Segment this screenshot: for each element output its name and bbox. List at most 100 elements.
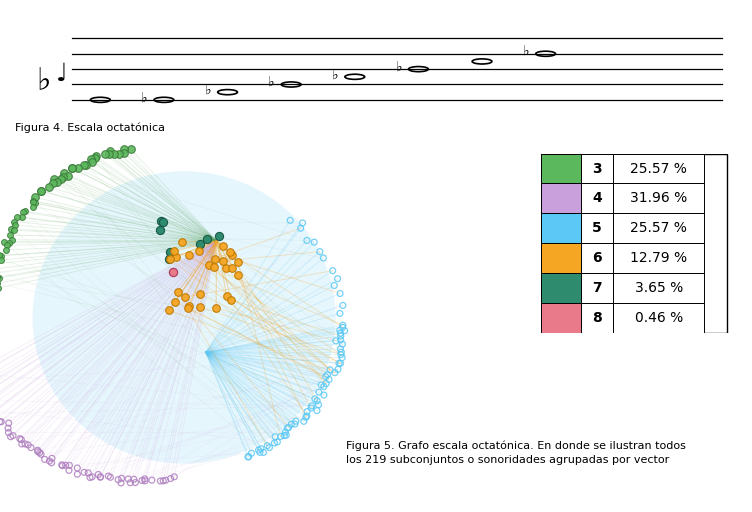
Point (63, 461, 75, 470)
Point (125, 145, 137, 154)
Point (334, 309, 346, 317)
Point (0, 260, 2, 268)
Point (43, 182, 55, 190)
Point (124, 479, 136, 487)
Point (0, 252, 7, 260)
Point (301, 412, 313, 420)
Point (7, 432, 19, 440)
Point (328, 282, 340, 290)
Point (283, 423, 295, 432)
Point (46, 454, 58, 462)
Point (321, 371, 333, 379)
Ellipse shape (90, 97, 111, 102)
Point (203, 261, 215, 269)
Point (102, 472, 114, 480)
Point (35, 186, 47, 195)
Point (116, 474, 128, 482)
Point (2, 241, 14, 249)
Point (14, 435, 26, 443)
Point (271, 438, 284, 446)
Point (301, 237, 313, 245)
Point (226, 250, 238, 259)
Ellipse shape (345, 74, 365, 79)
Point (176, 238, 188, 246)
Point (4, 231, 16, 239)
Bar (541, 273, 581, 303)
Point (165, 475, 177, 483)
Point (217, 242, 229, 250)
Text: ♩: ♩ (56, 63, 68, 86)
Point (337, 323, 349, 331)
Point (3, 419, 15, 427)
Point (34, 449, 46, 457)
Point (0, 279, 3, 287)
Point (57, 173, 69, 181)
Point (163, 254, 175, 263)
Point (8, 226, 20, 234)
Point (317, 382, 329, 391)
Point (22, 441, 34, 449)
Ellipse shape (472, 59, 492, 64)
Point (268, 439, 280, 447)
Ellipse shape (535, 51, 556, 56)
Point (314, 247, 326, 255)
Point (335, 345, 347, 353)
Text: ♭: ♭ (205, 82, 211, 97)
Point (309, 395, 321, 403)
Point (194, 303, 206, 311)
Bar (541, 243, 581, 273)
Text: ♭: ♭ (396, 59, 402, 74)
Point (311, 407, 323, 415)
Point (301, 408, 313, 416)
Point (38, 455, 50, 463)
Text: 0.46 %: 0.46 % (635, 311, 683, 325)
Point (168, 247, 180, 255)
Point (257, 449, 269, 457)
Point (289, 420, 301, 428)
FancyBboxPatch shape (541, 154, 727, 333)
Point (182, 304, 194, 312)
Point (318, 391, 330, 399)
Point (334, 289, 346, 297)
Point (105, 147, 117, 156)
Point (194, 290, 206, 298)
Point (25, 443, 37, 452)
Point (323, 375, 335, 383)
Text: 3: 3 (592, 161, 602, 176)
Point (89, 154, 101, 162)
Point (32, 447, 44, 456)
Point (0, 256, 8, 264)
Point (11, 213, 23, 221)
Text: 6: 6 (592, 251, 602, 265)
Point (0, 418, 6, 426)
Point (162, 306, 174, 314)
Point (261, 441, 273, 450)
Ellipse shape (408, 67, 429, 72)
Text: ♭: ♭ (523, 44, 529, 58)
Point (115, 479, 127, 487)
Bar (613, 273, 705, 303)
Point (118, 148, 130, 157)
Point (47, 179, 59, 187)
Point (71, 470, 83, 478)
Point (0, 274, 5, 282)
Point (290, 417, 302, 425)
Point (10, 221, 22, 229)
Point (278, 432, 290, 440)
Point (26, 202, 38, 210)
Point (0, 273, 4, 281)
Point (63, 466, 75, 475)
Point (337, 321, 349, 329)
Point (56, 462, 68, 470)
Point (44, 457, 56, 465)
Point (3, 239, 15, 247)
Point (2, 429, 14, 437)
Ellipse shape (154, 97, 174, 102)
Point (48, 176, 60, 184)
Point (164, 247, 176, 255)
Point (335, 348, 347, 356)
Point (85, 155, 97, 163)
Point (298, 417, 310, 425)
Point (157, 218, 169, 226)
Text: ♭: ♭ (332, 67, 338, 81)
